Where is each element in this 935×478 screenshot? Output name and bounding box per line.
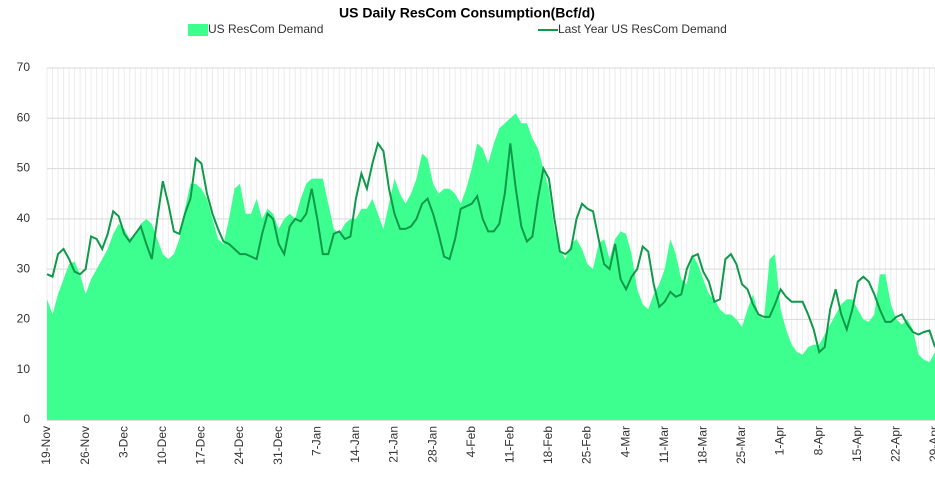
legend-label: US ResCom Demand	[208, 22, 323, 36]
x-tick-label: 28-Jan	[425, 426, 439, 463]
x-tick-label: 22-Apr	[889, 426, 903, 462]
legend-label: Last Year US ResCom Demand	[558, 22, 727, 36]
x-tick-label: 31-Dec	[271, 426, 285, 465]
x-tick-label: 18-Feb	[541, 426, 555, 464]
y-tick-label: 20	[17, 312, 31, 326]
y-tick-label: 50	[17, 161, 31, 175]
y-tick-label: 10	[17, 362, 31, 376]
x-tick-label: 4-Mar	[618, 426, 632, 457]
chart-title: US Daily ResCom Consumption(Bcf/d)	[339, 5, 595, 21]
y-tick-label: 60	[17, 110, 31, 124]
x-tick-label: 15-Apr	[850, 426, 864, 462]
x-tick-label: 21-Jan	[387, 426, 401, 463]
x-tick-label: 14-Jan	[348, 426, 362, 463]
x-tick-label: 24-Dec	[232, 426, 246, 465]
x-tick-label: 19-Nov	[39, 426, 53, 465]
x-tick-label: 10-Dec	[155, 426, 169, 465]
x-tick-label: 4-Feb	[464, 426, 478, 458]
x-tick-label: 29-Apr	[927, 426, 935, 462]
legend-swatch	[188, 24, 208, 36]
y-tick-label: 30	[17, 261, 31, 275]
x-tick-label: 25-Mar	[734, 426, 748, 464]
x-tick-label: 25-Feb	[580, 426, 594, 464]
x-tick-label: 7-Jan	[309, 426, 323, 456]
y-tick-label: 70	[17, 60, 31, 74]
x-tick-label: 11-Feb	[502, 426, 516, 463]
x-tick-label: 26-Nov	[78, 426, 92, 465]
x-tick-label: 8-Apr	[811, 426, 825, 455]
x-tick-label: 3-Dec	[116, 426, 130, 458]
x-tick-label: 1-Apr	[773, 426, 787, 455]
line	[46, 141, 935, 354]
y-tick-label: 0	[23, 412, 30, 426]
x-tick-label: 11-Mar	[657, 426, 671, 463]
y-tick-label: 40	[17, 211, 31, 225]
area	[47, 113, 935, 421]
x-tick-label: 17-Dec	[194, 426, 208, 465]
x-tick-label: 18-Mar	[696, 426, 710, 464]
